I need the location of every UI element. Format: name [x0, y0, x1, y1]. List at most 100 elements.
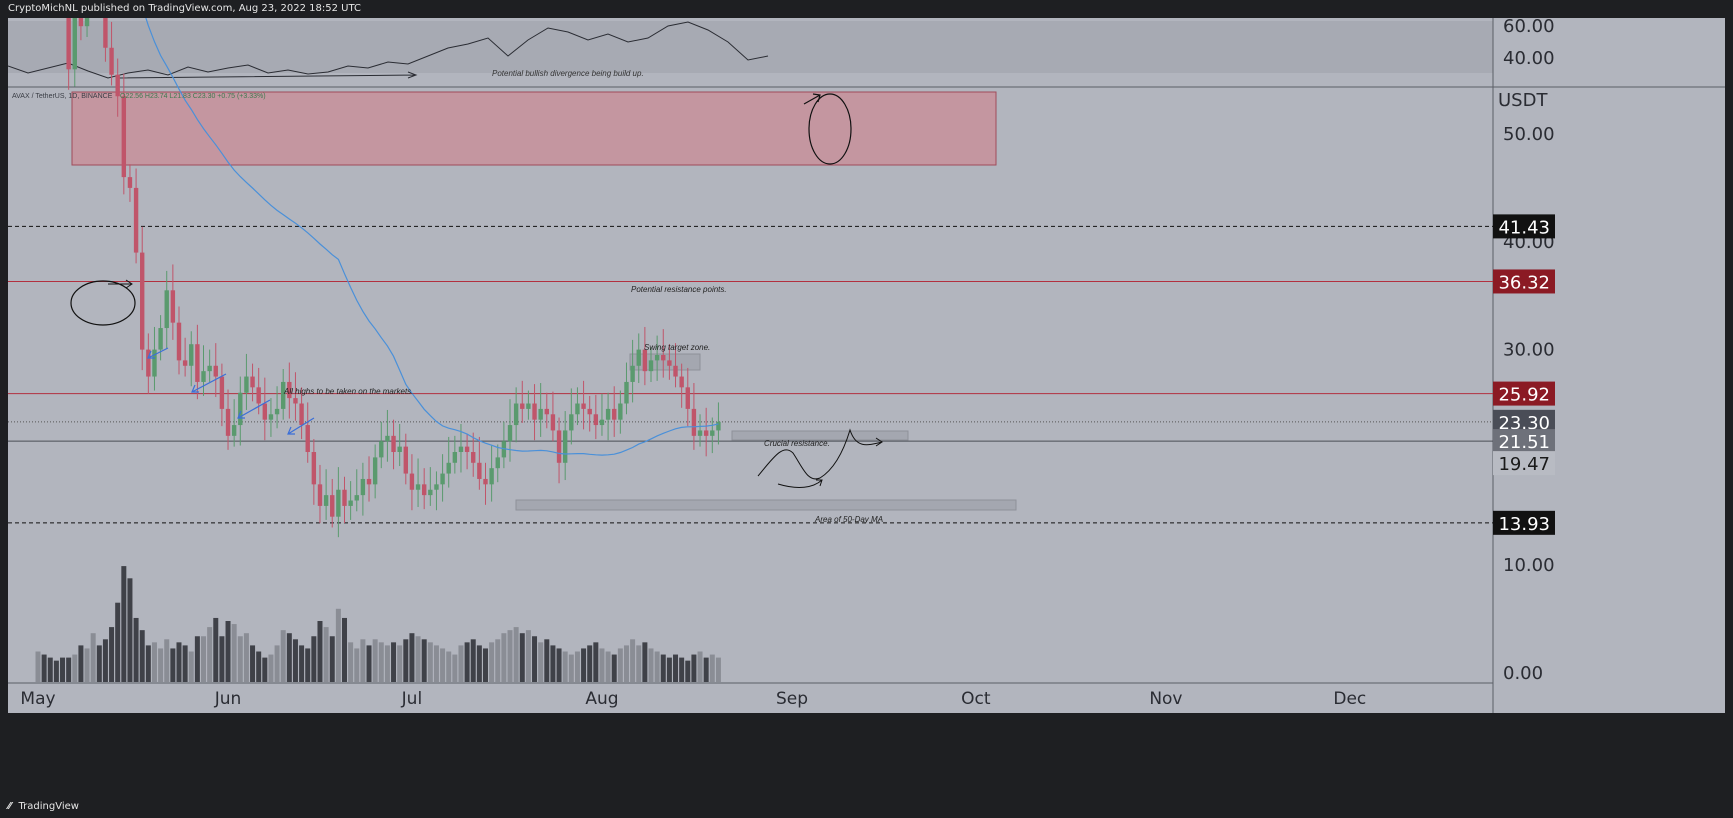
price-label-text-3: 23.30	[1498, 413, 1550, 434]
candle-body	[489, 468, 494, 485]
all-highs-label: All highs to be taken on the markets.	[283, 387, 413, 396]
time-tick-label: Dec	[1333, 689, 1366, 709]
price-label-box-2	[1493, 381, 1555, 406]
candle-body	[219, 376, 225, 409]
volume-bar	[679, 657, 685, 682]
ma-50-line	[145, 18, 719, 456]
currency-label: USDT	[1498, 90, 1548, 111]
ohlc-legend: O22.56 H23.74 L21.83 C23.30 +0.75 (+3.33…	[120, 93, 266, 100]
volume-bar	[250, 645, 256, 682]
time-tick-label: Oct	[961, 689, 991, 709]
price-label-text-5: 19.47	[1498, 454, 1550, 475]
price-tick-label: 60.00	[1503, 18, 1555, 37]
volume-bar	[243, 633, 249, 682]
candle-body	[109, 47, 114, 75]
crucial-resistance-zone	[731, 430, 909, 441]
chart-canvas[interactable]: Potential bullish divergence being build…	[8, 18, 1725, 796]
volume-bar	[464, 642, 470, 682]
candle-body	[520, 403, 525, 409]
high-arrow-4	[287, 417, 315, 435]
volume-bar	[286, 633, 292, 682]
volume-bar	[90, 633, 96, 682]
candle-body	[575, 403, 580, 415]
ma-area-zone	[515, 499, 1017, 511]
candle-body	[66, 18, 71, 70]
volume-bar	[84, 648, 90, 682]
candle-body	[281, 381, 286, 409]
time-tick-label: Sep	[776, 689, 808, 709]
candle-body	[605, 408, 611, 420]
volume-bar	[452, 654, 458, 682]
rsi-divergence-label: Potential bullish divergence being build…	[492, 69, 644, 78]
candle-body	[317, 484, 323, 506]
candle-body	[152, 349, 157, 377]
volume-bar	[648, 648, 654, 682]
candle-body	[158, 328, 163, 350]
candle-body	[409, 473, 415, 490]
candle-body	[164, 290, 169, 329]
volume-bar	[115, 602, 121, 682]
high-arrow-2	[191, 373, 227, 393]
candle-body	[342, 489, 347, 506]
volume-bar	[176, 642, 182, 682]
price-label-box-6	[1493, 510, 1555, 535]
breakdown-circle	[70, 280, 136, 326]
volume-bar	[348, 642, 354, 682]
candle-body	[477, 462, 482, 479]
volume-bar	[433, 645, 439, 682]
candle-body	[654, 354, 660, 361]
price-lines	[8, 225, 1493, 524]
volume-bar	[35, 651, 41, 682]
time-tick-label: Jun	[214, 689, 242, 709]
candle-body	[428, 489, 433, 496]
candle-body	[372, 457, 378, 485]
volume-bar	[458, 645, 464, 682]
rsi-band	[8, 21, 1493, 73]
symbol-legend: AVAX / TetherUS, 1D, BINANCE	[12, 93, 113, 100]
price-tick-label: 0.00	[1503, 663, 1543, 684]
candles	[66, 18, 721, 538]
candle-body	[305, 425, 310, 453]
candle-body	[189, 344, 194, 366]
volume-bar	[280, 630, 286, 682]
volume-bar	[403, 639, 409, 682]
volume-bar	[532, 636, 538, 682]
candle-body	[716, 421, 721, 431]
volume-bar	[109, 627, 115, 682]
volume-bar	[207, 627, 213, 682]
volume-bar	[372, 639, 378, 682]
candle-body	[618, 403, 623, 420]
volume-bar	[151, 642, 157, 682]
volume-bar	[519, 633, 525, 682]
volume-bar	[617, 648, 623, 682]
volume-bar	[268, 654, 274, 682]
volume-bar	[538, 642, 544, 682]
candle-body	[391, 435, 396, 453]
volume-bar	[446, 651, 452, 682]
volume-bar	[685, 660, 691, 682]
candle-body	[311, 452, 317, 485]
high-arrow-1	[147, 347, 169, 359]
candle-body	[330, 495, 335, 517]
candle-body	[323, 495, 329, 506]
volume-bar	[409, 633, 415, 682]
breakdown-circle-arrow	[108, 279, 133, 289]
volume-bar	[562, 651, 568, 682]
candle-body	[201, 371, 206, 382]
volume-bar	[158, 648, 164, 682]
swing-target-label: Swing target zone.	[644, 343, 710, 352]
candle-body	[581, 403, 586, 409]
volume-bar	[274, 645, 280, 682]
volume-bar	[673, 654, 679, 682]
volume-bar	[623, 645, 629, 682]
supply-zone	[71, 91, 997, 166]
candle-body	[231, 425, 237, 436]
candle-body	[421, 484, 427, 496]
tradingview-logo-icon: ⁄⁄	[8, 801, 12, 812]
candle-body	[182, 360, 188, 366]
candle-body	[170, 290, 176, 323]
candle-body	[562, 430, 568, 463]
candle-body	[250, 376, 255, 388]
time-tick-label: Nov	[1149, 689, 1182, 709]
volume-bar	[587, 645, 593, 682]
